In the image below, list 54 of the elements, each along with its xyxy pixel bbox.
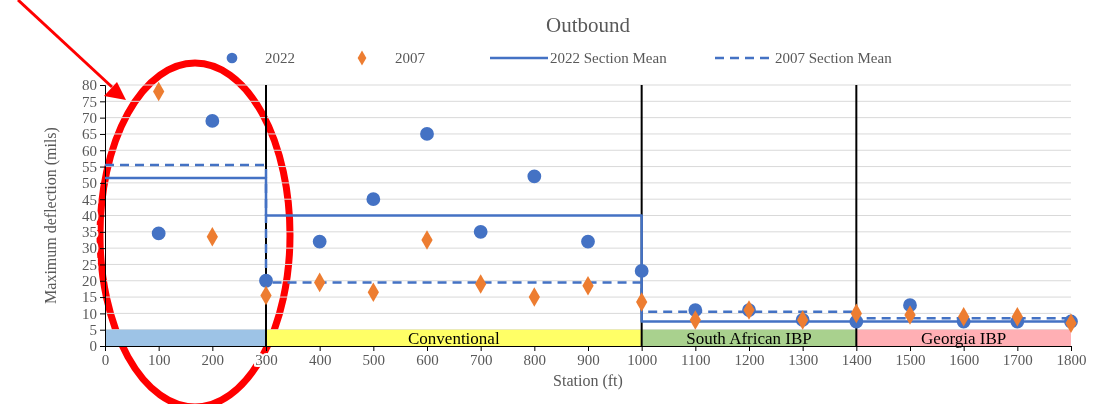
legend-label: 2007 xyxy=(395,50,426,66)
y-tick-label: 65 xyxy=(82,126,97,143)
y-tick-label: 55 xyxy=(82,158,97,175)
point xyxy=(634,264,649,278)
band-label: South African IBP xyxy=(686,328,812,348)
x-tick-label: 500 xyxy=(362,351,386,368)
x-tick-label: 1100 xyxy=(681,351,711,368)
y-tick-label: 25 xyxy=(82,256,97,273)
chart-title: Outbound xyxy=(546,13,631,37)
y-tick-label: 60 xyxy=(82,142,97,159)
point xyxy=(259,273,273,288)
x-tick-label: 600 xyxy=(416,351,439,368)
x-tick-label: 1000 xyxy=(627,351,658,368)
band-label: Conventional xyxy=(408,328,500,348)
x-tick-label: 800 xyxy=(523,351,547,368)
y-tick-label: 10 xyxy=(82,305,97,322)
point xyxy=(205,113,220,128)
y-tick-label: 40 xyxy=(82,207,97,224)
x-tick-label: 400 xyxy=(308,351,332,368)
x-tick-label: 1400 xyxy=(841,351,872,368)
point xyxy=(420,127,434,141)
point xyxy=(312,234,327,249)
point xyxy=(527,169,542,184)
y-tick-label: 30 xyxy=(82,240,97,257)
y-tick-label: 15 xyxy=(82,289,97,306)
x-tick-label: 1700 xyxy=(1002,351,1033,368)
x-tick-label: 1300 xyxy=(788,351,819,368)
x-tick-label: 1600 xyxy=(949,351,980,368)
point xyxy=(151,226,166,241)
x-axis-title: Station (ft) xyxy=(553,372,623,390)
legend-label: 2022 xyxy=(265,50,295,66)
y-axis-title: Maximum deflection (mils) xyxy=(42,127,60,304)
y-tick-label: 50 xyxy=(82,175,97,192)
x-tick-label: 900 xyxy=(577,351,600,368)
x-tick-label: 1200 xyxy=(734,351,765,368)
x-tick-label: 700 xyxy=(469,351,493,368)
band-label: Georgia IBP xyxy=(921,328,1007,348)
point xyxy=(581,234,595,249)
point xyxy=(473,224,488,239)
point xyxy=(366,192,381,207)
x-tick-label: 100 xyxy=(147,351,171,368)
x-tick-label: 0 xyxy=(101,351,110,368)
legend-label: 2022 Section Mean xyxy=(550,50,668,66)
x-tick-label: 1500 xyxy=(895,351,926,368)
x-tick-label: 1800 xyxy=(1056,351,1087,368)
y-tick-label: 70 xyxy=(82,109,97,126)
y-tick-label: 20 xyxy=(82,273,97,290)
y-tick-label: 45 xyxy=(82,191,97,208)
y-tick-label: 75 xyxy=(82,93,97,110)
y-tick-label: 80 xyxy=(82,77,97,94)
y-tick-label: 0 xyxy=(89,338,97,355)
x-tick-label: 200 xyxy=(201,351,225,368)
y-tick-label: 5 xyxy=(89,321,97,338)
legend-label: 2007 Section Mean xyxy=(775,50,893,66)
